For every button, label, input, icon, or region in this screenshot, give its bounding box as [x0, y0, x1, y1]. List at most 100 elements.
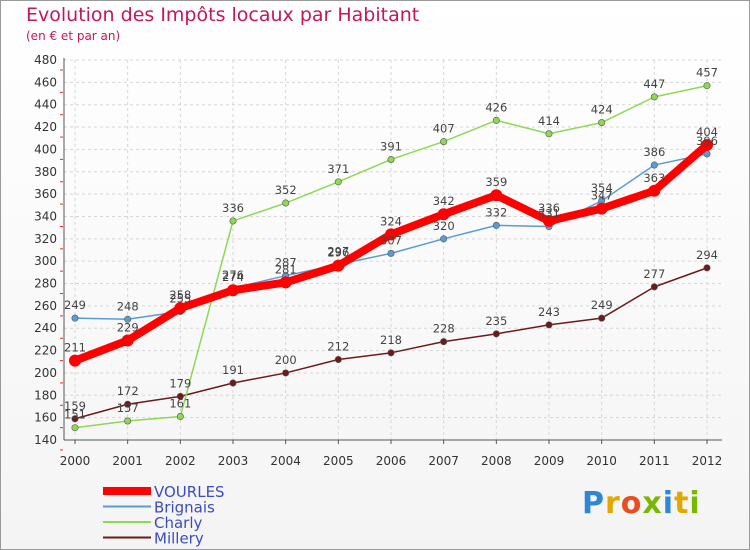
x-tick-label: 2010: [586, 454, 617, 468]
grid: [64, 59, 722, 441]
data-point: [174, 302, 187, 315]
data-point: [650, 161, 658, 169]
data-point: [332, 259, 345, 272]
data-point: [440, 235, 448, 243]
x-tick-label: 2007: [428, 454, 459, 468]
data-point: [279, 276, 292, 289]
data-point: [176, 413, 184, 421]
data-label: 359: [485, 175, 507, 189]
y-tick-label: 340: [34, 209, 57, 223]
data-point: [176, 392, 184, 400]
y-tick-label: 180: [34, 388, 57, 402]
data-label: 324: [380, 214, 402, 228]
x-tick-label: 2000: [60, 454, 91, 468]
chart-title: Evolution des Impôts locaux par Habitant: [26, 4, 420, 26]
data-point: [650, 93, 658, 101]
y-tick-label: 300: [34, 254, 57, 268]
y-tick-label: 280: [34, 277, 57, 291]
axes: [60, 58, 722, 451]
data-label: 229: [117, 321, 139, 335]
data-label: 276: [222, 268, 244, 282]
data-label: 363: [643, 171, 665, 185]
data-point: [71, 415, 79, 423]
y-tick-label: 220: [34, 344, 57, 358]
x-tick-label: 2004: [270, 454, 301, 468]
data-point: [595, 202, 608, 215]
y-tick-label: 420: [34, 120, 57, 134]
data-label: 331: [538, 207, 560, 221]
data-label: 179: [169, 376, 191, 390]
data-point: [543, 214, 555, 227]
data-point: [387, 349, 395, 357]
data-point: [124, 315, 132, 323]
data-label: 211: [64, 341, 86, 355]
y-tick-label: 460: [34, 75, 57, 89]
data-point: [598, 314, 606, 322]
data-label: 307: [380, 233, 402, 247]
data-point: [124, 417, 132, 425]
y-tick-label: 480: [34, 53, 57, 67]
data-point: [648, 184, 661, 197]
x-tick-label: 2002: [165, 454, 196, 468]
data-label: 407: [433, 122, 455, 136]
x-tick-label: 2001: [112, 454, 143, 468]
data-label: 404: [696, 125, 718, 139]
data-label: 277: [643, 267, 665, 281]
data-label: 191: [222, 363, 244, 377]
data-label: 457: [696, 66, 718, 80]
y-tick-labels: 140 160 180 200 220 240 260 280 300 320 340 360 380 4…: [34, 53, 57, 447]
data-label: 248: [117, 299, 139, 313]
data-label: 159: [64, 399, 86, 413]
data-label: 297: [327, 245, 349, 259]
data-point: [492, 221, 500, 229]
data-label: 426: [485, 100, 507, 114]
data-point: [545, 321, 553, 329]
data-point: [650, 283, 658, 291]
y-tick-label: 320: [34, 232, 57, 246]
data-label: 281: [275, 262, 297, 276]
data-label: 424: [591, 103, 613, 117]
data-point: [124, 400, 132, 408]
data-label: 354: [591, 181, 613, 195]
data-label: 347: [591, 189, 613, 203]
data-label: 151: [64, 408, 86, 422]
data-label: 235: [485, 314, 507, 328]
y-tick-label: 160: [34, 411, 57, 425]
y-tick-label: 260: [34, 299, 57, 313]
x-tick-label: 2005: [323, 454, 354, 468]
legend-label: Millery: [154, 530, 204, 548]
legend-label: Charly: [154, 514, 203, 532]
data-label: 371: [327, 162, 349, 176]
x-tick-label: 2012: [692, 454, 723, 468]
data-label: 172: [117, 384, 139, 398]
data-label: 243: [538, 305, 560, 319]
data-label: 212: [327, 340, 349, 354]
data-label: 274: [222, 270, 244, 284]
data-point: [492, 116, 500, 124]
data-label: 342: [433, 194, 455, 208]
data-label: 249: [591, 298, 613, 312]
legend-label: VOURLES: [154, 483, 225, 501]
data-point: [490, 189, 503, 202]
data-point: [440, 138, 448, 146]
data-point: [227, 284, 239, 297]
data-label: 218: [380, 333, 402, 347]
y-tick-label: 400: [34, 142, 57, 156]
data-point: [334, 356, 342, 364]
x-tick-label: 2006: [376, 454, 407, 468]
data-point: [701, 138, 713, 151]
data-label: 228: [433, 322, 455, 336]
data-point: [598, 119, 606, 127]
data-label: 258: [169, 288, 191, 302]
x-tick-labels: 2000 2001 2002 2003 2004 2005 2006 2007 2008 2009…: [60, 454, 723, 468]
data-label: 414: [538, 114, 560, 128]
data-point: [282, 369, 290, 377]
data-point: [121, 334, 134, 347]
data-point: [385, 228, 397, 241]
y-tick-label: 380: [34, 165, 57, 179]
data-point: [387, 249, 395, 257]
data-label: 294: [696, 248, 718, 262]
data-point: [282, 199, 290, 207]
data-label: 200: [275, 353, 297, 367]
